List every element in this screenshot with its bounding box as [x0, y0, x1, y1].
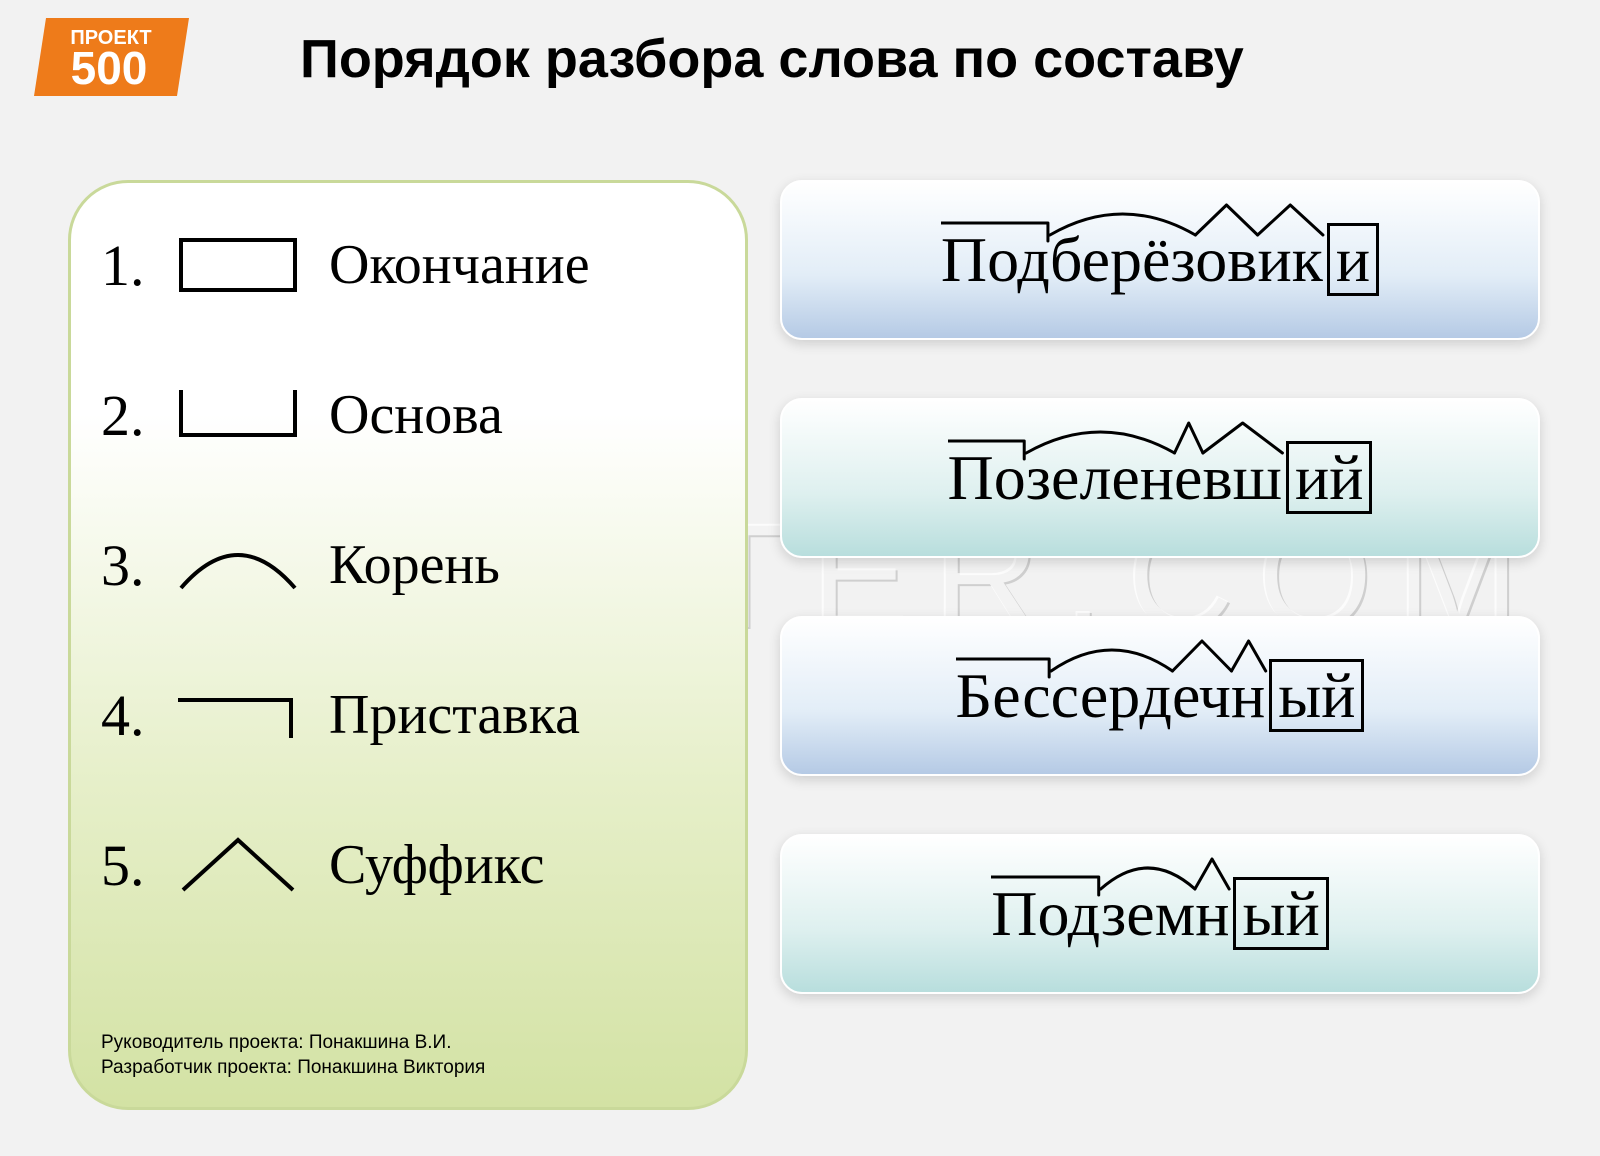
segment-arc: серд [1051, 660, 1172, 731]
legend-label: Окончание [329, 233, 590, 297]
segment-arc: зелен [1026, 442, 1174, 513]
legend-panel: 1. Окончание 2. Основа 3. Корень 4. Прис… [68, 180, 748, 1110]
credit-line-2: Разработчик проекта: Понакшина Виктория [101, 1055, 485, 1081]
examples-column: ПодберёзовикиПозеленевшийБессердечныйПод… [780, 180, 1540, 994]
legend-label: Приставка [329, 683, 580, 747]
legend-label: Корень [329, 533, 500, 597]
prefix-icon [163, 675, 313, 755]
segment-caret: н [1231, 660, 1265, 731]
legend-num: 4. [101, 682, 163, 749]
segment-box: ий [1286, 441, 1373, 514]
legend-label: Суффикс [329, 833, 544, 897]
legend-label: Основа [329, 383, 503, 447]
word-wrap: Подберёзовики [941, 223, 1379, 297]
example-card-2: Позеленевший [780, 398, 1540, 558]
segment-box: ый [1269, 659, 1364, 732]
legend-row-4: 4. Приставка [101, 669, 715, 761]
legend-row-1: 1. Окончание [101, 219, 715, 311]
segment-box: ый [1233, 877, 1328, 950]
word-wrap: Подземный [991, 877, 1328, 951]
word-wrap: Бессердечный [956, 659, 1365, 733]
logo: ПРОЕКТ 500 [34, 18, 189, 96]
example-card-4: Подземный [780, 834, 1540, 994]
segment-prefix: Бес [956, 660, 1051, 731]
credits: Руководитель проекта: Понакшина В.И. Раз… [101, 1030, 485, 1081]
word-text: Позеленевший [948, 442, 1373, 513]
word-text: Подземный [991, 878, 1328, 949]
segment-caret: еч [1172, 660, 1231, 731]
example-card-3: Бессердечный [780, 616, 1540, 776]
word-text: Подберёзовики [941, 224, 1379, 295]
legend-num: 2. [101, 382, 163, 449]
segment-caret: вш [1202, 442, 1282, 513]
caret-icon [163, 825, 313, 905]
word-text: Бессердечный [956, 660, 1365, 731]
legend-num: 1. [101, 232, 163, 299]
legend-num: 3. [101, 532, 163, 599]
segment-prefix: По [948, 442, 1026, 513]
segment-caret: е [1174, 442, 1202, 513]
box-icon [163, 225, 313, 305]
example-card-1: Подберёзовики [780, 180, 1540, 340]
logo-bottom-text: 500 [71, 42, 148, 94]
segment-caret: ов [1195, 224, 1257, 295]
segment-caret: ик [1258, 224, 1323, 295]
legend-row-5: 5. Суффикс [101, 819, 715, 911]
segment-prefix: Под [941, 224, 1050, 295]
legend-row-2: 2. Основа [101, 369, 715, 461]
segment-caret: н [1195, 878, 1229, 949]
segment-prefix: Под [991, 878, 1101, 949]
arc-icon [163, 525, 313, 605]
segment-arc: берёз [1050, 224, 1195, 295]
segment-box: и [1327, 223, 1379, 296]
legend-row-3: 3. Корень [101, 519, 715, 611]
segment-arc: зем [1101, 878, 1195, 949]
credit-line-1: Руководитель проекта: Понакшина В.И. [101, 1030, 485, 1056]
page-title: Порядок разбора слова по составу [300, 28, 1244, 90]
word-wrap: Позеленевший [948, 441, 1373, 515]
legend-num: 5. [101, 832, 163, 899]
bracket-icon [163, 375, 313, 455]
